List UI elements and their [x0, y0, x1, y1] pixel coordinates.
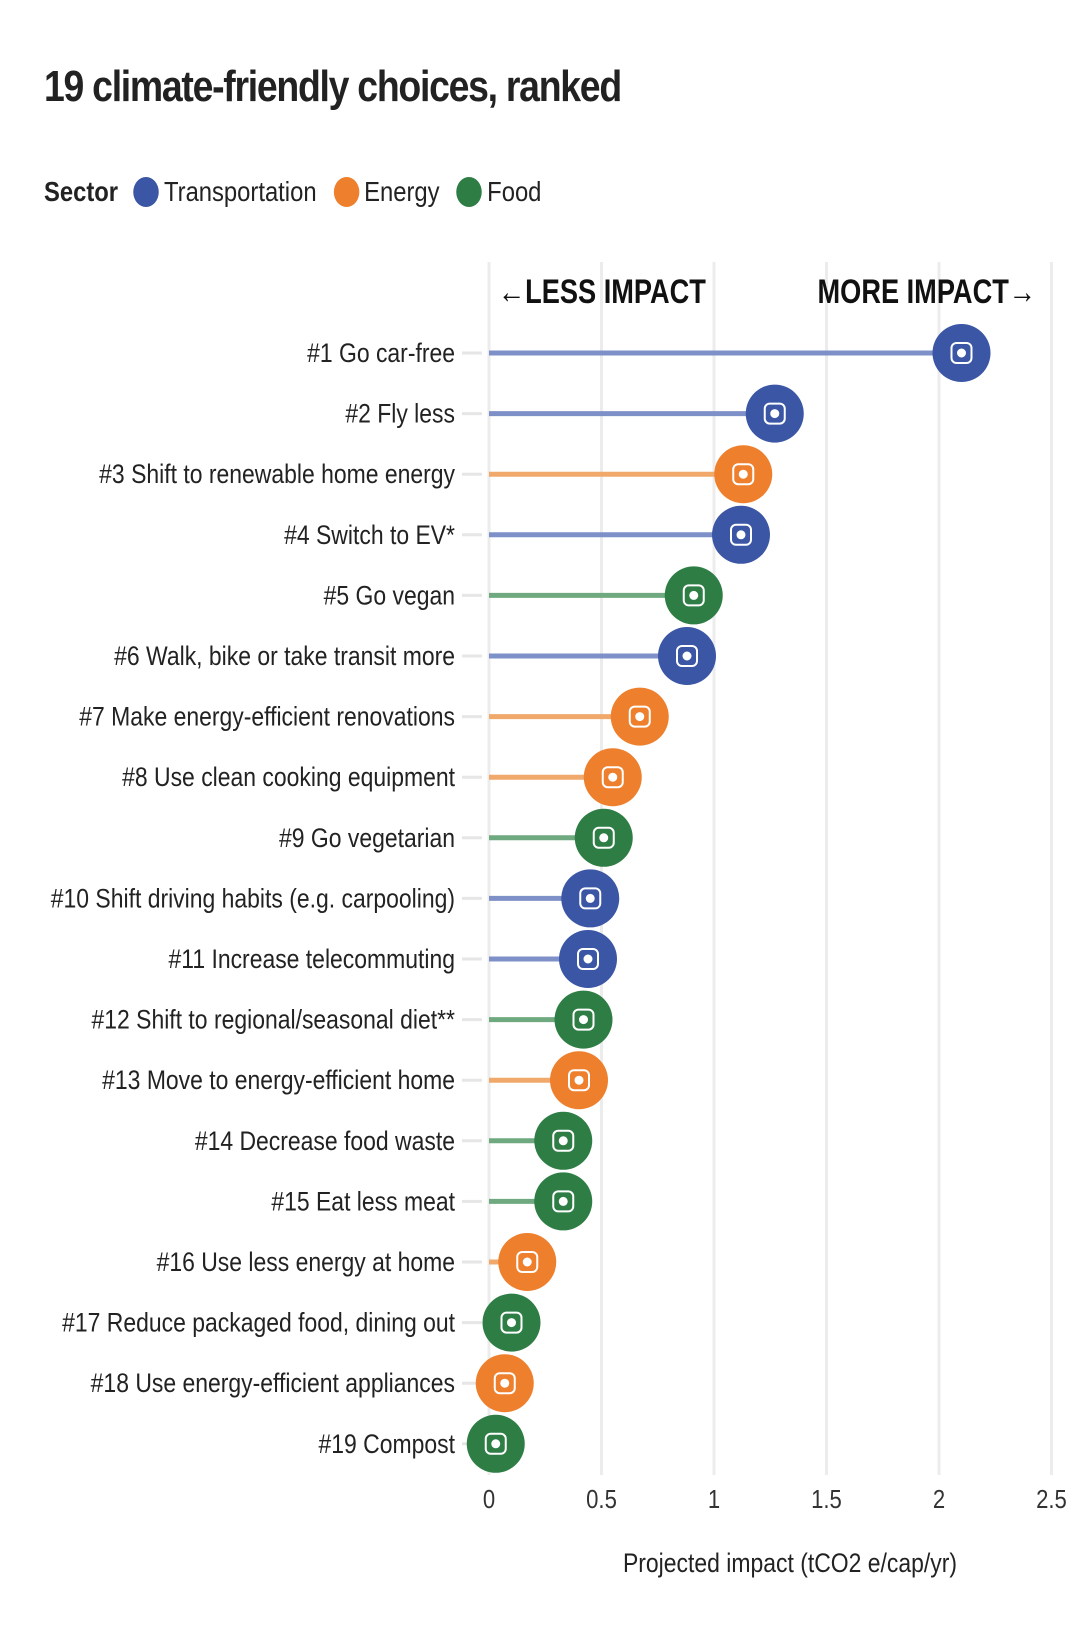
meat-icon — [552, 1190, 575, 1213]
row-label: #18 Use energy-efficient appliances — [91, 1368, 455, 1398]
plate-cutlery-icon — [552, 1129, 575, 1152]
cooking-pot-icon — [601, 766, 624, 789]
regional-produce-icon — [572, 1008, 595, 1031]
row-label: #3 Shift to renewable home energy — [99, 459, 455, 489]
x-axis-title: Projected impact (tCO2 e/cap/yr) — [623, 1548, 957, 1578]
bicycle-icon — [676, 645, 698, 667]
less-impact-annotation: ←LESS IMPACT — [498, 272, 706, 311]
x-tick-label: 2 — [933, 1485, 945, 1514]
legend: Sector Transportation Energy Food — [44, 176, 555, 208]
more-impact-annotation: MORE IMPACT→ — [818, 272, 1036, 311]
eco-house-icon — [568, 1069, 590, 1092]
row-label: #1 Go car-free — [307, 338, 455, 368]
legend-swatch — [333, 177, 360, 207]
appliances-icon — [493, 1372, 516, 1395]
legend-title: Sector — [44, 176, 119, 207]
legend-label: Energy — [364, 176, 440, 207]
leafy-vegetable-icon — [682, 584, 705, 607]
apple-core-icon — [484, 1432, 507, 1455]
legend-item-food: Food — [453, 176, 541, 208]
row-label: #4 Switch to EV* — [284, 520, 455, 550]
x-tick-label: 0.5 — [586, 1485, 617, 1514]
row-label: #11 Increase telecommuting — [169, 944, 455, 974]
legend-label: Transportation — [163, 176, 317, 207]
home-office-icon — [577, 948, 599, 970]
row-label: #8 Use clean cooking equipment — [122, 762, 455, 792]
walking-person-icon — [950, 342, 973, 364]
house-tools-icon — [628, 705, 651, 728]
x-tick-label: 2.5 — [1036, 1485, 1067, 1514]
row-label: #17 Reduce packaged food, dining out — [62, 1308, 455, 1338]
legend-swatch — [456, 177, 483, 207]
lightbulb-icon — [516, 1251, 539, 1273]
row-label: #15 Eat less meat — [271, 1187, 455, 1217]
row-label: #10 Shift driving habits (e.g. carpoolin… — [51, 884, 455, 914]
row-label: #19 Compost — [319, 1429, 455, 1459]
row-label: #9 Go vegetarian — [279, 823, 455, 853]
x-tick-label: 1.5 — [811, 1485, 842, 1514]
milk-carrot-icon — [592, 826, 615, 849]
solar-panel-icon — [732, 463, 755, 486]
electric-car-icon — [730, 523, 752, 546]
x-tick-label: 1 — [708, 1485, 720, 1514]
row-label: #16 Use less energy at home — [157, 1247, 455, 1277]
row-label: #14 Decrease food waste — [195, 1126, 455, 1156]
row-label: #13 Move to energy-efficient home — [102, 1065, 455, 1095]
row-label: #5 Go vegan — [324, 581, 455, 611]
row-label: #6 Walk, bike or take transit more — [114, 641, 455, 671]
chart-title: 19 climate-friendly choices, ranked — [44, 62, 622, 111]
train-icon — [763, 402, 786, 425]
row-label: #2 Fly less — [345, 399, 455, 429]
legend-item-energy: Energy — [330, 176, 440, 208]
carpool-icon — [579, 887, 602, 910]
row-label: #7 Make energy-efficient renovations — [79, 702, 455, 732]
row-label: #12 Shift to regional/seasonal diet** — [92, 1005, 456, 1035]
x-tick-label: 0 — [483, 1485, 495, 1514]
restaurant-icon — [500, 1311, 523, 1334]
legend-item-transportation: Transportation — [130, 176, 317, 208]
legend-swatch — [133, 177, 159, 207]
legend-label: Food — [487, 176, 542, 207]
